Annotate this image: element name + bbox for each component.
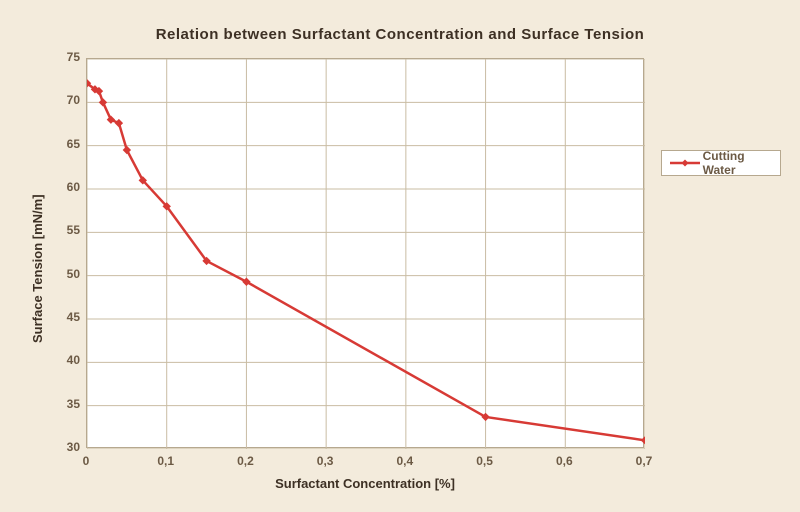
y-axis-label: Surface Tension [mN/m] bbox=[30, 194, 45, 343]
y-tick-label: 55 bbox=[52, 223, 80, 237]
legend-label: Cutting Water bbox=[703, 149, 772, 177]
legend: Cutting Water bbox=[661, 150, 781, 176]
plot-svg bbox=[87, 59, 645, 449]
y-tick-label: 40 bbox=[52, 353, 80, 367]
x-tick-label: 0,3 bbox=[310, 454, 340, 468]
legend-marker bbox=[670, 162, 697, 164]
x-tick-label: 0,7 bbox=[629, 454, 659, 468]
y-tick-label: 65 bbox=[52, 137, 80, 151]
x-tick-label: 0,1 bbox=[151, 454, 181, 468]
y-tick-label: 75 bbox=[52, 50, 80, 64]
chart-title: Relation between Surfactant Concentratio… bbox=[0, 26, 800, 43]
x-axis-label: Surfactant Concentration [%] bbox=[86, 476, 644, 491]
x-tick-label: 0,2 bbox=[230, 454, 260, 468]
x-tick-label: 0,5 bbox=[470, 454, 500, 468]
y-tick-label: 35 bbox=[52, 397, 80, 411]
y-tick-label: 45 bbox=[52, 310, 80, 324]
x-tick-label: 0,6 bbox=[549, 454, 579, 468]
y-tick-label: 30 bbox=[52, 440, 80, 454]
y-tick-label: 60 bbox=[52, 180, 80, 194]
x-tick-label: 0 bbox=[71, 454, 101, 468]
y-tick-label: 70 bbox=[52, 93, 80, 107]
y-tick-label: 50 bbox=[52, 267, 80, 281]
plot-area bbox=[86, 58, 644, 448]
chart-container: Relation between Surfactant Concentratio… bbox=[0, 0, 800, 512]
x-tick-label: 0,4 bbox=[390, 454, 420, 468]
